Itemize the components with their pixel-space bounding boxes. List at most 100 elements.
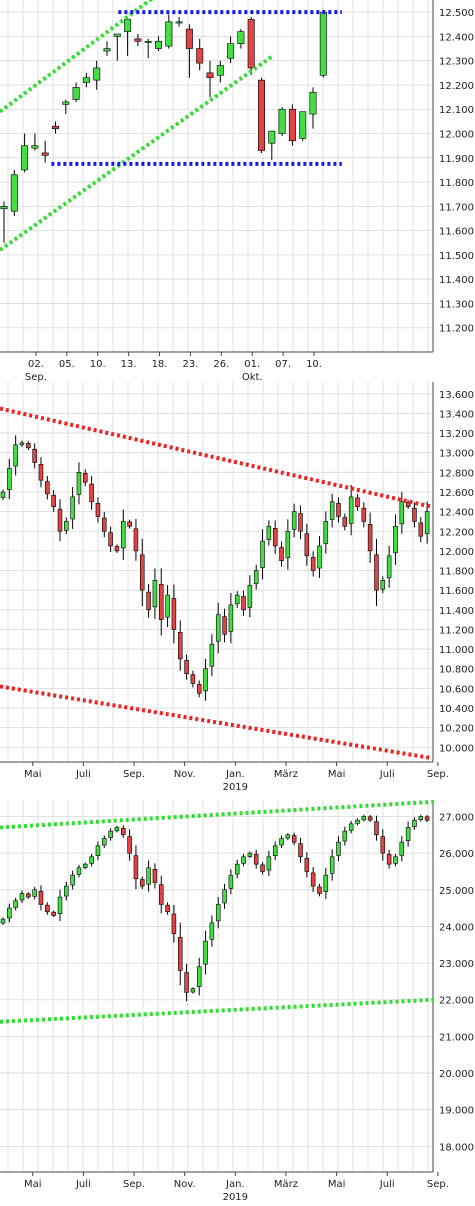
candle-down — [418, 522, 424, 537]
x-tick-sublabel: Sep. — [25, 372, 47, 383]
candle-up — [196, 966, 202, 987]
candle-down — [51, 911, 56, 916]
x-tick-label: Juli — [379, 769, 395, 780]
candle-down — [158, 884, 164, 905]
candle-up — [64, 885, 69, 897]
candle-up — [399, 501, 405, 525]
green-trend-line — [0, 0, 154, 114]
candle-up — [13, 444, 18, 467]
candle-down — [367, 524, 373, 552]
candle-up — [424, 511, 430, 535]
candle-up — [0, 918, 6, 924]
candle-up — [228, 604, 234, 632]
x-tick-label: Sep. — [123, 769, 145, 780]
candle-down — [380, 836, 386, 854]
y-tick-label: 11.500 — [439, 251, 474, 262]
candle-up — [31, 145, 39, 149]
candle-down — [374, 821, 379, 836]
candle-up — [7, 907, 12, 919]
y-tick-label: 12.400 — [439, 32, 474, 43]
candle-up — [203, 940, 208, 965]
candle-down — [247, 19, 255, 69]
candle-down — [121, 827, 126, 836]
candle-up — [329, 856, 335, 874]
y-tick-label: 10.000 — [439, 743, 474, 754]
y-tick-label: 12.400 — [439, 508, 474, 519]
y-tick-label: 10.600 — [439, 684, 474, 695]
x-tick-label: 02. — [28, 359, 44, 370]
candle-down — [133, 855, 139, 880]
candle-down — [177, 632, 183, 660]
y-tick-label: 11.600 — [439, 586, 474, 597]
candle-down — [26, 893, 31, 898]
candle-down — [367, 816, 373, 821]
candle-down — [258, 79, 265, 151]
x-tick-sublabel: 2019 — [223, 782, 248, 793]
candle-up — [209, 643, 215, 667]
candle-down — [190, 674, 196, 684]
x-tick-sublabel: Okt. — [242, 372, 263, 383]
candle-down — [288, 108, 296, 142]
y-tick-label: 24.000 — [439, 922, 474, 933]
y-tick-label: 11.800 — [439, 178, 474, 189]
candle-up — [348, 496, 354, 524]
x-tick-label: Sep. — [427, 769, 449, 780]
candle-down — [108, 532, 113, 547]
candle-up — [0, 206, 8, 210]
candle-down — [177, 937, 183, 971]
candle-up — [323, 521, 329, 544]
candle-up — [0, 491, 6, 498]
candle-up — [215, 904, 221, 922]
candle-down — [127, 836, 132, 854]
candle-up — [278, 108, 286, 134]
candle-up — [323, 874, 329, 892]
candle-up — [237, 31, 245, 44]
green-trend-line — [0, 799, 434, 830]
candle-down — [52, 125, 59, 129]
candle-up — [95, 845, 101, 857]
y-tick-label: 13.000 — [439, 449, 474, 460]
y-tick-label: 10.200 — [439, 724, 474, 735]
candle-up — [285, 530, 291, 559]
panel-one-year: 10.000 10.200 10.400 10.600 10.800 11.000 11.2… — [0, 382, 474, 793]
candle-up — [190, 988, 196, 993]
y-tick-label: 12.100 — [439, 105, 474, 116]
candle-down — [374, 554, 379, 591]
candle-up — [380, 580, 386, 590]
y-tick-label: 11.700 — [439, 202, 474, 213]
candle-up — [103, 48, 111, 52]
y-tick-label: 21.000 — [439, 1032, 474, 1043]
candle-down — [253, 853, 259, 865]
candle-down — [134, 38, 142, 42]
candle-up — [227, 43, 235, 59]
candle-down — [152, 868, 158, 883]
candle-down — [139, 554, 145, 591]
candle-up — [329, 501, 335, 520]
candle-up — [165, 594, 170, 618]
candle-up — [393, 526, 398, 554]
candle-down — [102, 517, 107, 532]
x-tick-label: Jan. — [225, 1179, 245, 1190]
y-tick-label: 11.800 — [439, 567, 474, 578]
candle-down — [196, 684, 202, 694]
y-tick-label: 12.600 — [439, 488, 474, 499]
candle-down — [41, 152, 49, 156]
candle-down — [32, 448, 37, 463]
candle-down — [158, 583, 164, 620]
candle-up — [234, 863, 240, 875]
y-tick-label: 20.000 — [439, 1069, 474, 1080]
candle-down — [298, 513, 303, 532]
x-tick-label: März — [274, 1179, 298, 1190]
candle-up — [93, 67, 101, 81]
x-tick-label: 01. — [244, 359, 260, 370]
candle-up — [386, 555, 392, 579]
candle-up — [272, 845, 278, 857]
x-tick-label: Mai — [328, 1179, 346, 1190]
candle-up — [108, 830, 113, 839]
x-tick-label: 07. — [275, 359, 291, 370]
candle-up — [70, 874, 75, 886]
candle-down — [95, 502, 101, 517]
x-tick-label: Mai — [24, 1179, 42, 1190]
candle-up — [62, 101, 70, 105]
candle-down — [45, 904, 50, 913]
